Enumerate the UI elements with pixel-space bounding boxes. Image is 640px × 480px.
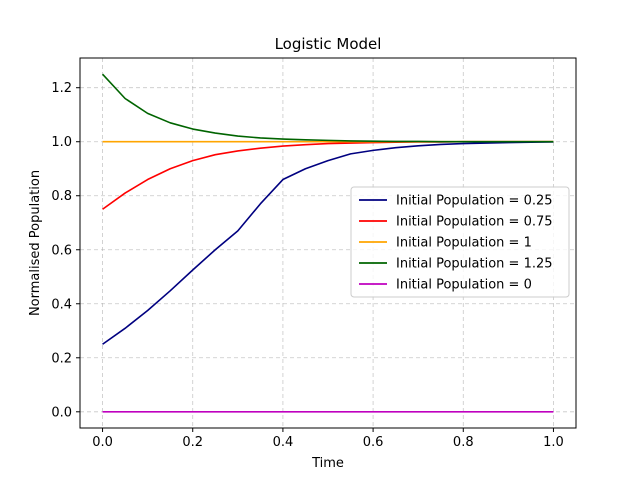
y-tick-label: 0.4 xyxy=(51,297,72,312)
x-tick-label: 0.4 xyxy=(273,435,294,450)
y-axis-label: Normalised Population xyxy=(28,170,43,316)
series-line-3 xyxy=(101,73,554,143)
x-tick-label: 0.8 xyxy=(453,435,474,450)
y-ticks: 0.0 0.2 0.4 0.6 0.8 1.0 1.2 xyxy=(51,81,80,420)
chart-title: Logistic Model xyxy=(275,35,382,53)
legend: Initial Population = 0.25 Initial Populat… xyxy=(350,186,570,298)
legend-entry: Initial Population = 0.75 xyxy=(396,215,553,230)
legend-entry: Initial Population = 0 xyxy=(396,278,532,293)
y-tick-label: 1.2 xyxy=(51,81,72,96)
series-line-0 xyxy=(102,141,554,345)
x-ticks: 0.0 0.2 0.4 0.6 0.8 1.0 xyxy=(92,428,564,450)
legend-entry: Initial Population = 1 xyxy=(396,236,532,251)
y-tick-label: 0.6 xyxy=(51,243,72,258)
plot-frame xyxy=(79,57,577,429)
x-tick-label: 0.6 xyxy=(363,435,384,450)
y-tick-label: 0.0 xyxy=(51,405,72,420)
x-tick-label: 0.2 xyxy=(182,435,203,450)
y-tick-label: 1.0 xyxy=(51,135,72,150)
x-tick-label: 0.0 xyxy=(92,435,113,450)
series-layer xyxy=(101,73,554,413)
x-tick-label: 1.0 xyxy=(543,435,564,450)
legend-entry: Initial Population = 0.25 xyxy=(396,194,553,209)
legend-frame xyxy=(350,186,570,298)
y-tick-label: 0.8 xyxy=(51,189,72,204)
x-axis-label: Time xyxy=(311,456,344,471)
y-tick-label: 0.2 xyxy=(51,351,72,366)
legend-entry: Initial Population = 1.25 xyxy=(396,257,553,272)
